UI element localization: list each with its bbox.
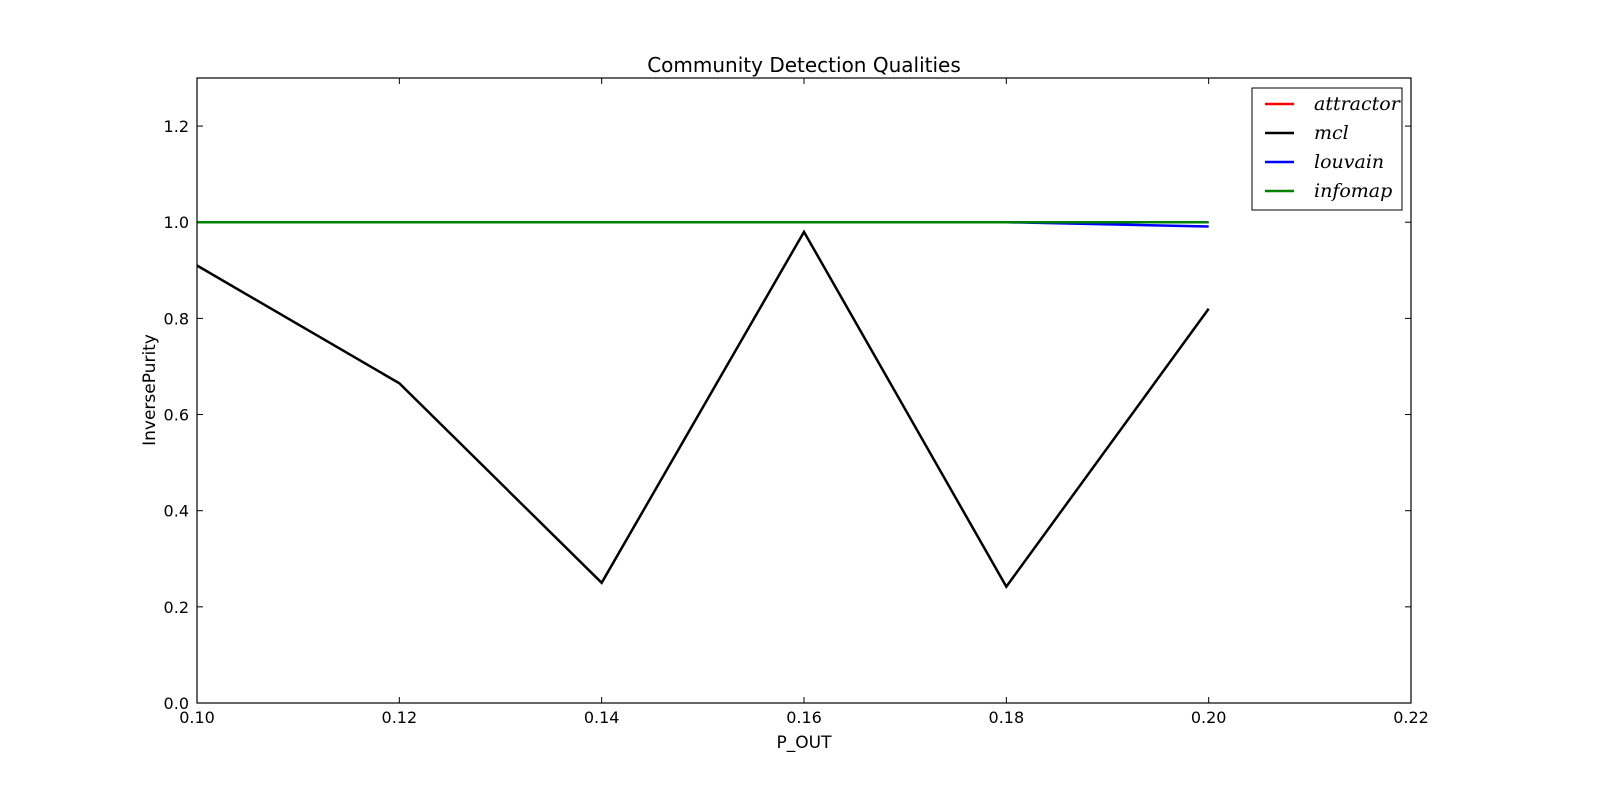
x-tick-label: 0.12 <box>382 708 418 727</box>
y-tick-label: 0.0 <box>164 694 189 713</box>
legend: attractor mcl louvain infomap <box>1251 87 1403 211</box>
y-tick-label: 1.0 <box>164 213 189 232</box>
x-tick-label: 0.20 <box>1191 708 1227 727</box>
x-tick-label: 0.22 <box>1393 708 1429 727</box>
y-tick-label: 0.8 <box>164 309 189 328</box>
y-tick-label: 0.6 <box>164 406 189 425</box>
x-axis-label: P_OUT <box>777 733 833 753</box>
legend-label-louvain: louvain <box>1314 151 1384 173</box>
y-tick-label: 0.2 <box>164 598 189 617</box>
x-tick-label: 0.16 <box>786 708 822 727</box>
x-tick-label: 0.18 <box>989 708 1025 727</box>
plot-frame <box>196 77 1412 704</box>
x-tick-label: 0.14 <box>584 708 620 727</box>
series-line-mcl <box>196 229 1210 589</box>
legend-box <box>1251 87 1403 211</box>
legend-label-infomap: infomap <box>1314 180 1392 202</box>
series-lines <box>196 220 1210 589</box>
y-axis-label: InversePurity <box>140 334 160 446</box>
x-tick-label: 0.10 <box>179 708 215 727</box>
chart-title: Community Detection Qualities <box>647 53 961 77</box>
ticks: 0.10 0.12 0.14 0.16 0.18 0.20 0.22 0.0 0.2 0.4 0.6… <box>164 78 1429 727</box>
y-tick-label: 1.2 <box>164 117 189 136</box>
legend-label-mcl: mcl <box>1314 122 1349 144</box>
y-tick-label: 0.4 <box>164 502 189 521</box>
legend-label-attractor: attractor <box>1314 93 1402 115</box>
